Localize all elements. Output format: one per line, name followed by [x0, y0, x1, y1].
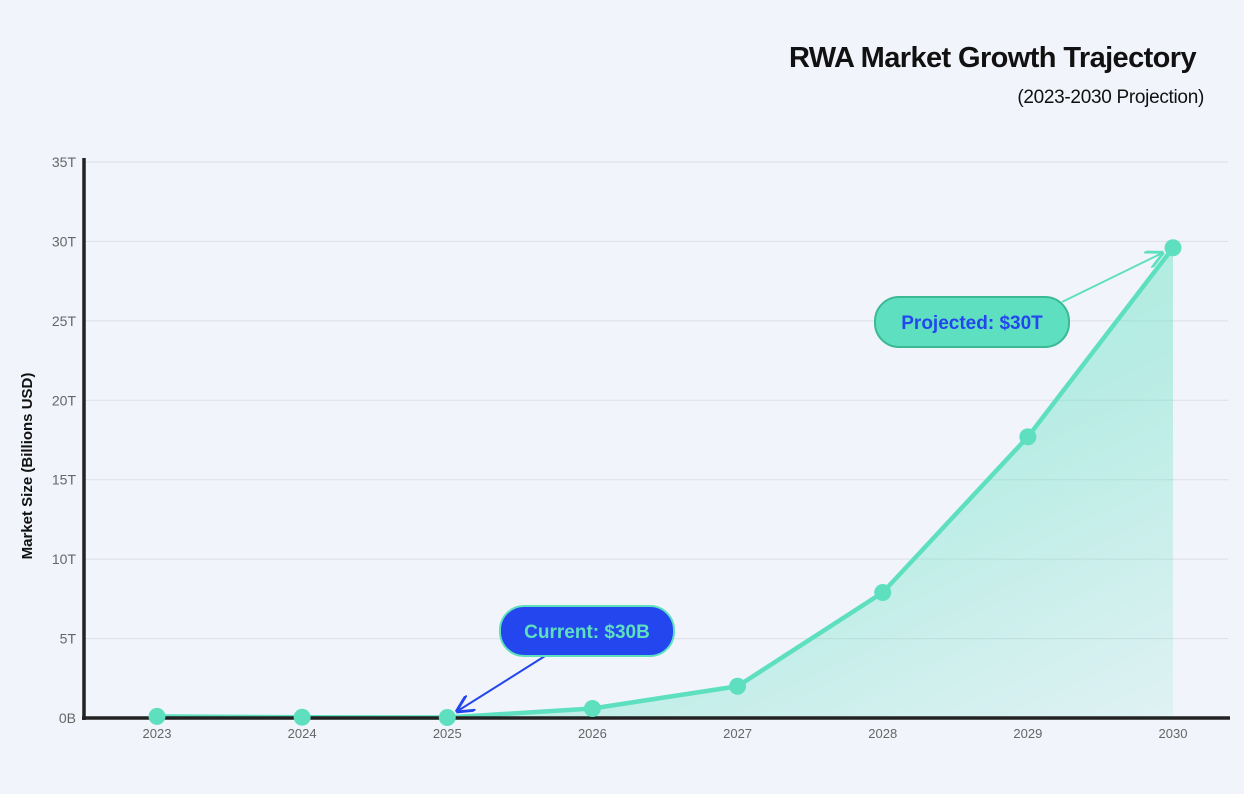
- annotation-label: Projected: $30T: [901, 313, 1043, 334]
- annotation-box: [874, 296, 1070, 348]
- x-tick-label: 2029: [1013, 726, 1042, 741]
- y-tick-label: 25T: [52, 313, 77, 329]
- annotation-arrow: [1061, 253, 1162, 303]
- y-tick-label: 15T: [52, 472, 77, 488]
- data-point-2028: [874, 584, 892, 602]
- data-point-2024: [293, 708, 311, 726]
- annotations: Current: $30B Projected: $30T: [457, 253, 1162, 711]
- y-tick-label: 5T: [60, 631, 77, 647]
- chart-title: RWA Market Growth Trajectory: [788, 42, 1197, 74]
- data-point-2027: [729, 677, 747, 695]
- y-tick-label: 10T: [52, 551, 77, 567]
- data-point-2030: [1164, 239, 1182, 257]
- data-points: [148, 239, 1182, 727]
- x-tick-label: 2026: [578, 726, 607, 741]
- data-point-2023: [148, 707, 166, 725]
- axes: [82, 158, 1230, 720]
- x-tick-label: 2027: [723, 726, 752, 741]
- y-tick-label: 20T: [52, 392, 77, 408]
- tick-labels: 0B 5T 10T 15T 20T 25T 30T 35T 2023 2024 2025 2026 20…: [52, 154, 1188, 741]
- x-tick-label: 2028: [868, 726, 897, 741]
- y-axis-label: Market Size (Billions USD): [19, 373, 36, 560]
- data-point-2029: [1019, 428, 1037, 446]
- chart-subtitle: (2023-2030 Projection): [1017, 87, 1204, 108]
- data-point-2026: [583, 699, 601, 717]
- annotation-arrow: [457, 655, 546, 711]
- x-tick-label: 2025: [433, 726, 462, 741]
- annotation-box: [499, 605, 675, 657]
- area-fill: [157, 247, 1173, 719]
- x-tick-label: 2023: [143, 726, 172, 741]
- area-fill-layer: [157, 247, 1173, 719]
- x-tick-label: 2024: [288, 726, 317, 741]
- data-point-2025: [438, 709, 456, 727]
- x-tick-label: 2030: [1159, 726, 1188, 741]
- y-tick-label: 35T: [52, 154, 77, 170]
- annotation-label: Current: $30B: [524, 622, 650, 643]
- y-tick-label: 0B: [59, 710, 76, 726]
- y-tick-label: 30T: [52, 233, 77, 249]
